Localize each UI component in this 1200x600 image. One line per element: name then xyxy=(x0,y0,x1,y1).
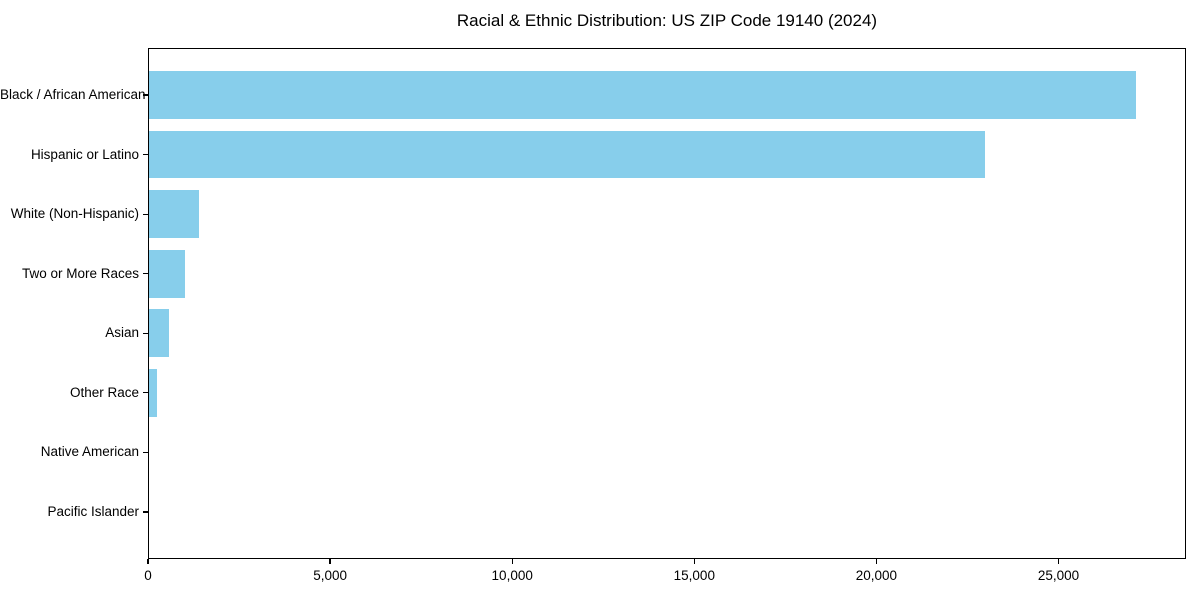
y-axis-tick-label: Pacific Islander xyxy=(47,503,139,519)
x-axis-tick-mark xyxy=(875,559,878,564)
x-axis-tick-mark xyxy=(511,559,513,564)
y-axis-tick-mark xyxy=(143,273,148,275)
x-axis-tick-label: 0 xyxy=(144,568,152,583)
y-axis-tick-mark xyxy=(143,153,148,156)
y-axis-tick-label: Two or More Races xyxy=(21,265,139,281)
y-axis-tick-label: Black / African American xyxy=(0,87,146,103)
x-axis-tick-mark xyxy=(1057,559,1060,564)
y-axis-tick-mark xyxy=(143,451,148,454)
x-axis-tick-mark xyxy=(693,559,695,564)
x-axis-tick-label: 10,000 xyxy=(491,568,533,583)
bar-5 xyxy=(149,369,158,417)
y-axis-tick-label: Other Race xyxy=(69,384,139,400)
bar-2 xyxy=(149,190,200,238)
y-axis-tick-label: Asian xyxy=(105,325,139,341)
x-axis-tick-label: 25,000 xyxy=(1037,568,1080,583)
x-axis-tick-mark xyxy=(147,559,149,564)
bar-1 xyxy=(149,130,986,179)
y-axis-tick-label: Hispanic or Latino xyxy=(30,146,139,162)
x-axis-tick-label: 20,000 xyxy=(855,568,898,583)
y-axis-tick-label: White (Non-Hispanic) xyxy=(10,206,139,222)
y-axis-tick-mark xyxy=(143,511,148,513)
bar-3 xyxy=(149,249,185,298)
plot-area xyxy=(148,48,1186,559)
y-axis-tick-label: Native American xyxy=(40,444,139,460)
y-axis-tick-mark xyxy=(143,392,148,394)
x-axis-tick-label: 5,000 xyxy=(313,568,347,583)
bar-4 xyxy=(149,309,170,358)
y-axis-tick-mark xyxy=(143,332,148,334)
chart-title: Racial & Ethnic Distribution: US ZIP Cod… xyxy=(456,11,878,30)
x-axis-tick-label: 15,000 xyxy=(673,568,715,583)
x-axis-tick-mark xyxy=(329,559,331,564)
y-axis-tick-mark xyxy=(143,213,148,215)
y-axis-tick-mark xyxy=(143,94,148,96)
bar-0 xyxy=(149,71,1137,119)
